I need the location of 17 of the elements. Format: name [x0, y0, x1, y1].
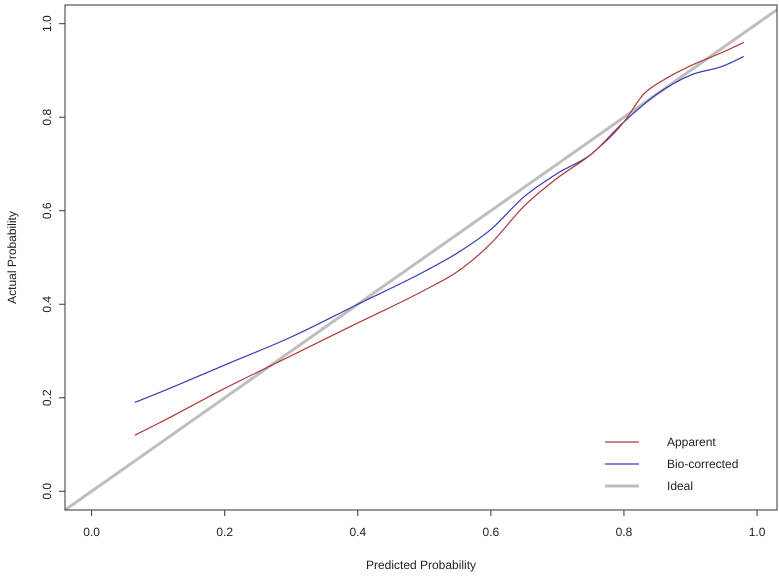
x-tick-label: 0.2: [216, 525, 234, 539]
x-axis-title: Predicted Probability: [366, 558, 476, 572]
x-tick-label: 1.0: [748, 525, 766, 539]
legend-label: Apparent: [667, 435, 716, 449]
y-axis-title: Actual Probability: [5, 211, 19, 304]
y-tick-label: 0.4: [40, 296, 54, 313]
x-tick-label: 0.4: [349, 525, 366, 539]
y-tick-label: 0.2: [40, 389, 54, 406]
y-tick-label: 1.0: [40, 15, 54, 32]
x-tick-label: 0.8: [616, 525, 633, 539]
x-tick-label: 0.0: [83, 525, 100, 539]
y-tick-label: 0.6: [40, 202, 54, 220]
x-tick-label: 0.6: [482, 525, 500, 539]
y-tick-label: 0.8: [40, 108, 54, 126]
legend-label: Ideal: [667, 479, 694, 493]
y-tick-label: 0.0: [40, 482, 54, 500]
legend-label: Bio-corrected: [667, 457, 738, 471]
